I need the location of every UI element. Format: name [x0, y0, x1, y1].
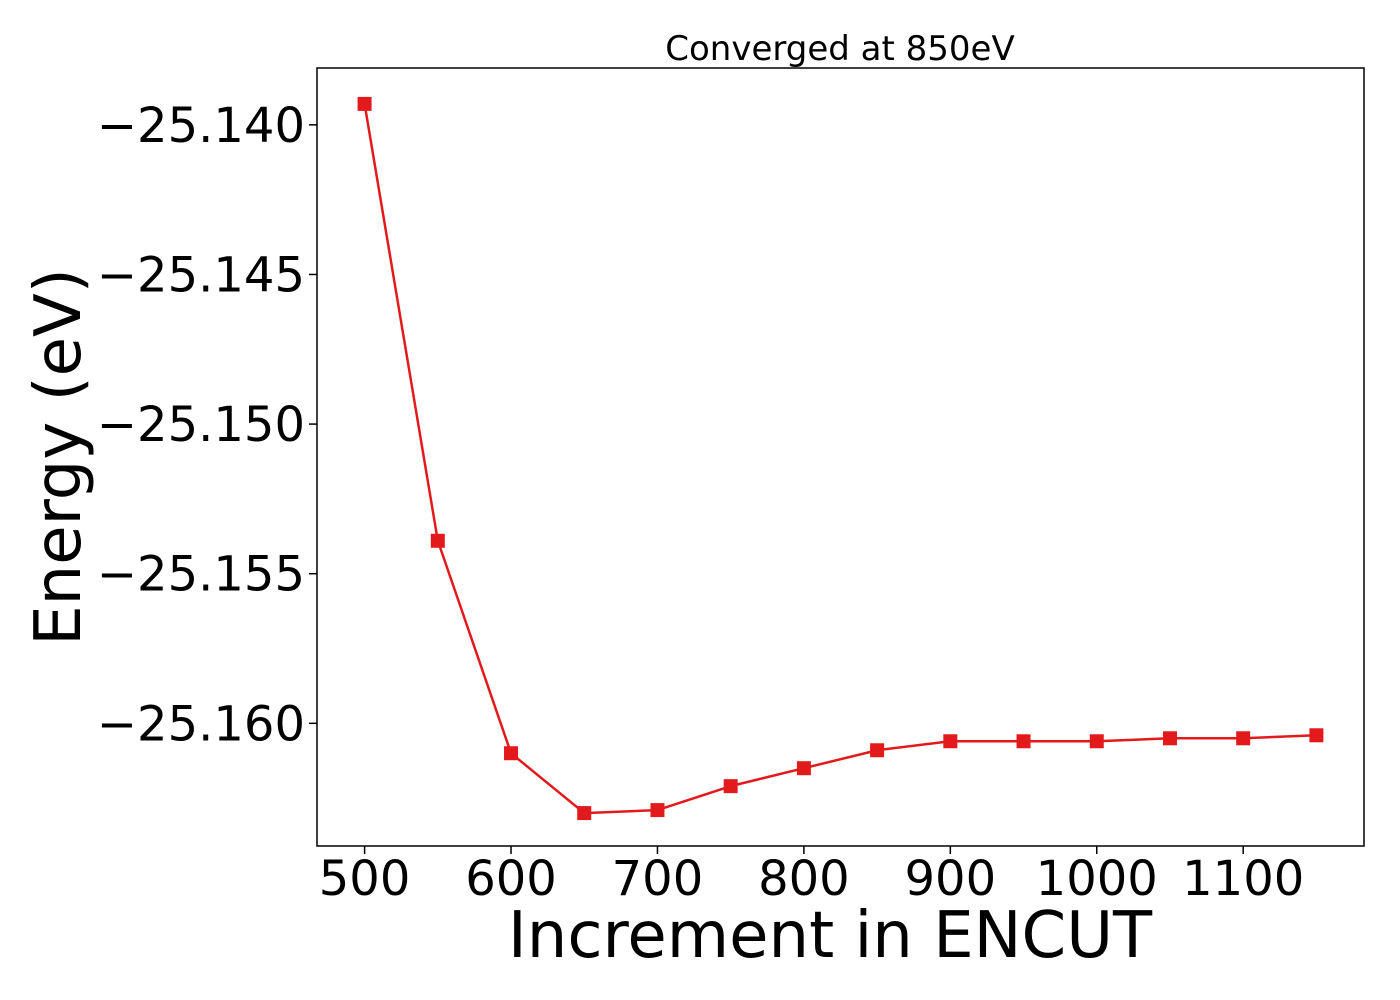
x-axis-ticks: 500 600 700 800 900 1000 1100: [319, 846, 1304, 907]
data-point-marker: [1162, 731, 1177, 746]
data-point-marker: [1309, 728, 1324, 743]
data-point-marker: [1236, 731, 1251, 746]
plot-area: [357, 96, 1324, 821]
data-point-marker: [650, 803, 665, 818]
y-axis-ticks: −25.140 −25.145 −25.150 −25.155 −25.160: [97, 98, 317, 752]
series-line: [363, 103, 1317, 815]
data-point-marker: [577, 806, 592, 821]
data-point-marker: [723, 779, 738, 794]
y-axis-label: Energy (eV): [22, 268, 96, 646]
data-point-marker: [1016, 734, 1031, 749]
data-point-marker: [943, 734, 958, 749]
data-point-marker: [357, 96, 372, 111]
x-axis-label: Increment in ENCUT: [508, 899, 1153, 973]
x-tick-label: 900: [905, 851, 997, 907]
x-tick-label: 1100: [1182, 851, 1304, 907]
y-tick-label: −25.155: [97, 547, 305, 603]
y-tick-label: −25.150: [97, 397, 305, 453]
x-tick-label: 500: [319, 851, 411, 907]
data-point-marker: [796, 761, 811, 776]
y-tick-label: −25.140: [97, 98, 305, 154]
x-tick-label: 1000: [1036, 851, 1158, 907]
data-point-marker: [430, 533, 445, 548]
data-point-marker: [504, 746, 519, 761]
y-tick-label: −25.160: [97, 696, 305, 752]
data-point-marker: [1089, 734, 1104, 749]
x-tick-label: 700: [612, 851, 704, 907]
y-tick-label: −25.145: [97, 247, 305, 303]
x-tick-label: 800: [758, 851, 850, 907]
x-tick-label: 600: [465, 851, 557, 907]
data-point-marker: [870, 743, 885, 758]
plot-frame: [316, 67, 1365, 847]
chart-title: Converged at 850eV: [665, 29, 1014, 69]
